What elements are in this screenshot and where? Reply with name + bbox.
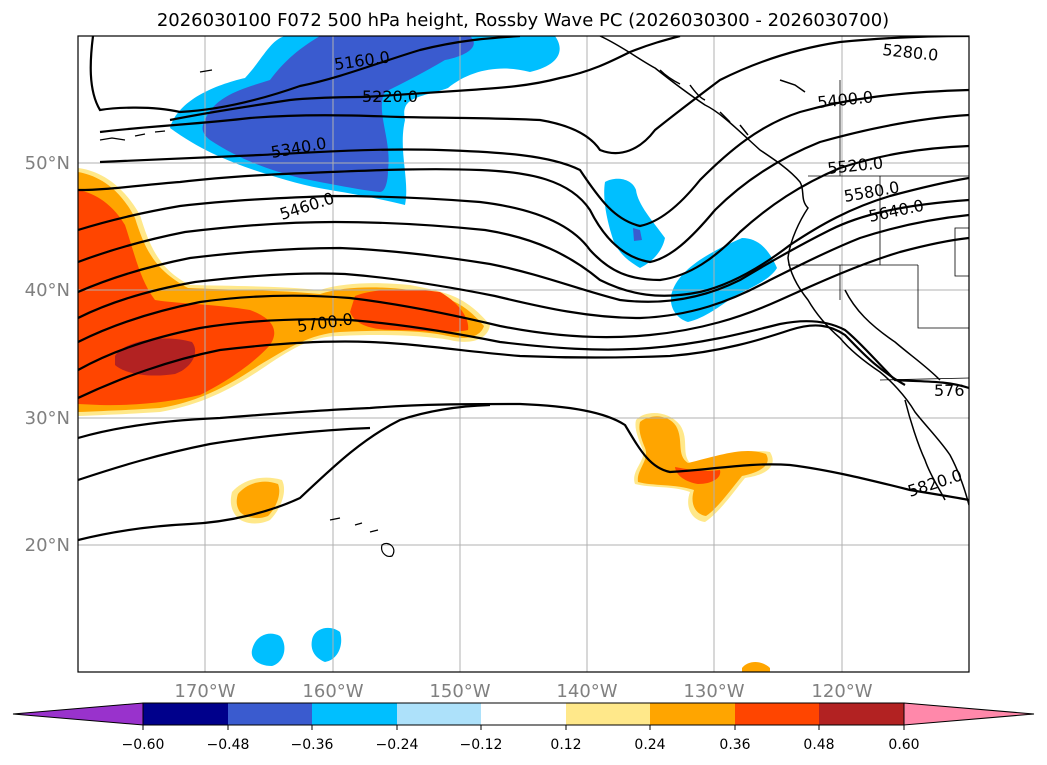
lat-label: 20°N	[25, 535, 70, 556]
colorbar-tick: −0.48	[207, 737, 250, 753]
contour-label: 576	[934, 381, 965, 400]
lon-label: 130°W	[683, 681, 744, 702]
colorbar-segment	[735, 703, 819, 725]
lat-label: 30°N	[25, 408, 70, 429]
lon-label: 150°W	[429, 681, 490, 702]
colorbar-tick: 0.60	[888, 737, 919, 753]
latitude-axis: 50°N 40°N 30°N 20°N	[25, 153, 70, 556]
map-frame	[77, 35, 970, 673]
lon-label: 170°W	[174, 681, 235, 702]
colorbar-segment	[650, 703, 735, 725]
colorbar-tick: −0.24	[376, 737, 419, 753]
lon-label: 140°W	[556, 681, 617, 702]
coastlines	[599, 36, 969, 506]
colorbar-tick: 0.24	[634, 737, 665, 753]
negative-anomaly-small	[251, 627, 342, 666]
lon-label: 160°W	[302, 681, 363, 702]
lon-label: 120°W	[811, 681, 872, 702]
positive-anomaly-west	[78, 168, 490, 416]
height-contours	[78, 36, 969, 542]
colorbar-segment	[397, 703, 481, 725]
colorbar-segment	[819, 703, 904, 725]
graticule	[78, 36, 969, 672]
colorbar-tick: 0.12	[550, 737, 581, 753]
colorbar-segment	[566, 703, 650, 725]
colorbar-segment	[312, 703, 397, 725]
colorbar-segment	[228, 703, 312, 725]
colorbar-tick: −0.12	[460, 737, 503, 753]
contour-label: 5220.0	[362, 87, 418, 106]
borders	[788, 80, 969, 381]
figure-title: 2026030100 F072 500 hPa height, Rossby W…	[157, 10, 889, 31]
longitude-axis: 170°W 160°W 150°W 140°W 130°W 120°W	[174, 681, 872, 702]
map-area: 5160.0 5220.0 5280.0 5340.0 5400.0 5460.…	[78, 36, 969, 672]
colorbar-segment	[481, 703, 566, 725]
negative-anomaly-east	[670, 238, 777, 322]
colorbar-tick: 0.48	[803, 737, 834, 753]
colorbar-extend-min	[12, 702, 144, 726]
colorbar-extend-max	[903, 702, 1035, 726]
colorbar-tick: 0.36	[719, 737, 750, 753]
colorbar: −0.60 −0.48 −0.36 −0.24 −0.12 0.12 0.24 …	[12, 702, 1035, 753]
colorbar-segment	[143, 703, 228, 725]
lat-label: 50°N	[25, 153, 70, 174]
islands	[99, 69, 395, 557]
lat-label: 40°N	[25, 280, 70, 301]
colorbar-tick: −0.60	[122, 737, 165, 753]
colorbar-tick: −0.36	[291, 737, 334, 753]
